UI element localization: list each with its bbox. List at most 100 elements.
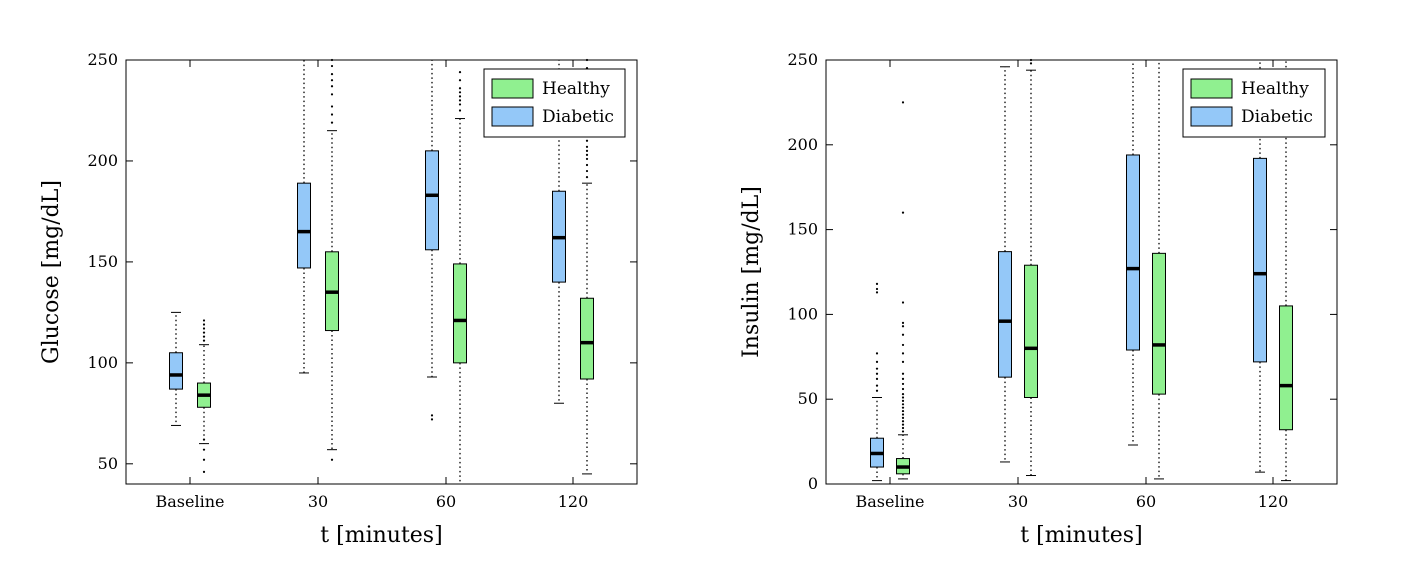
iqr-box — [453, 263, 467, 364]
outlier-point — [458, 87, 462, 90]
y-tick-label: 50 — [98, 454, 118, 473]
y-tick-label: 250 — [87, 50, 118, 69]
y-tick-label: 250 — [787, 50, 818, 69]
outlier-point — [901, 321, 905, 324]
outlier-point — [585, 145, 589, 148]
outlier-point — [875, 372, 879, 375]
y-tick-label: 200 — [787, 135, 818, 154]
outlier-point — [330, 93, 334, 96]
iqr-box — [425, 150, 439, 251]
outlier-point — [585, 157, 589, 161]
y-tick-label: 50 — [798, 389, 818, 408]
y-axis-label: Insulin [mg/dL] — [739, 186, 764, 358]
box-healthy-60 — [1152, 60, 1166, 480]
outlier-point — [1029, 58, 1033, 62]
outlier-point — [330, 105, 334, 108]
box-diabetic-30 — [297, 60, 311, 374]
x-tick-label: 30 — [1008, 492, 1028, 511]
outlier-point — [875, 282, 879, 285]
plot-area-frame — [825, 59, 1338, 485]
outlier-point — [430, 414, 434, 417]
outlier-point — [901, 377, 905, 380]
outlier-point — [458, 103, 462, 106]
outlier-point — [901, 360, 905, 363]
y-tick-label: 100 — [87, 353, 118, 372]
outlier-point — [202, 327, 206, 330]
chart-panel-1: 50 100 150 200 250 Baseline 30 60 120 t [minutes]… — [39, 50, 638, 548]
outlier-point — [330, 85, 334, 88]
outlier-point — [202, 339, 206, 342]
outlier-point — [901, 409, 905, 413]
outlier-point — [458, 91, 462, 94]
outlier-point — [585, 153, 589, 156]
y-axis-label: Glucose [mg/dL] — [39, 180, 64, 364]
box-diabetic-60 — [425, 60, 439, 421]
outlier-point — [875, 384, 879, 387]
iqr-box — [1024, 264, 1038, 399]
legend-swatch-healthy — [491, 78, 534, 99]
box-healthy-120 — [1279, 60, 1293, 482]
outlier-point — [202, 331, 206, 334]
box-diabetic-Baseline — [870, 282, 884, 482]
outlier-point — [458, 71, 462, 74]
outlier-point — [330, 121, 334, 124]
outlier-point — [330, 458, 334, 461]
legend: Healthy Diabetic — [483, 68, 626, 138]
outlier-point — [875, 367, 879, 370]
outlier-point — [901, 420, 905, 423]
outlier-point — [330, 64, 334, 68]
x-tick-label: 30 — [308, 492, 328, 511]
legend-label-healthy: Healthy — [542, 79, 610, 99]
outlier-point — [585, 139, 589, 142]
legend-swatch-diabetic — [491, 106, 534, 127]
chart-panel-2: 0 50 100 150 200 250 Baseline 30 60 120 t [minutes… — [739, 50, 1338, 548]
iqr-box — [1253, 157, 1267, 363]
iqr-box — [998, 251, 1012, 378]
outlier-point — [585, 58, 589, 62]
x-tick-label: Baseline — [856, 492, 925, 511]
legend-swatch-diabetic — [1190, 106, 1233, 127]
outlier-point — [901, 387, 905, 391]
legend-label-healthy: Healthy — [1241, 79, 1309, 99]
y-tick-label: 150 — [787, 220, 818, 239]
outlier-point — [901, 406, 905, 409]
box-healthy-120 — [580, 58, 594, 475]
outlier-point — [458, 109, 462, 112]
iqr-box — [169, 352, 183, 390]
outlier-point — [901, 393, 905, 396]
outlier-point — [202, 323, 206, 326]
x-tick-label: Baseline — [156, 492, 225, 511]
legend-swatch-healthy — [1190, 78, 1233, 99]
box-healthy-60 — [453, 71, 467, 484]
outlier-point — [875, 287, 879, 291]
outlier-point — [901, 333, 905, 336]
outlier-point — [330, 113, 334, 116]
outlier-point — [202, 319, 206, 322]
outlier-point — [1029, 62, 1033, 65]
outlier-point — [585, 149, 589, 152]
outlier-point — [901, 399, 905, 402]
outlier-point — [875, 291, 879, 294]
outlier-point — [330, 58, 334, 62]
outlier-point — [901, 413, 905, 416]
box-diabetic-120 — [1253, 60, 1267, 473]
x-tick-label: 60 — [436, 492, 456, 511]
outlier-point — [901, 325, 905, 328]
outlier-point — [901, 382, 905, 386]
outlier-point — [202, 438, 206, 441]
box-diabetic-Baseline — [169, 311, 183, 426]
outlier-point — [875, 377, 879, 380]
outlier-point — [901, 423, 905, 426]
legend: Healthy Diabetic — [1182, 68, 1326, 138]
iqr-box — [1152, 252, 1166, 395]
x-tick-label: 120 — [558, 492, 589, 511]
outlier-point — [202, 458, 206, 461]
y-tick-label: 200 — [87, 151, 118, 170]
outlier-point — [901, 426, 905, 430]
box-diabetic-60 — [1126, 60, 1140, 446]
outlier-point — [875, 389, 879, 392]
outlier-point — [585, 176, 589, 179]
outlier-point — [430, 418, 434, 421]
